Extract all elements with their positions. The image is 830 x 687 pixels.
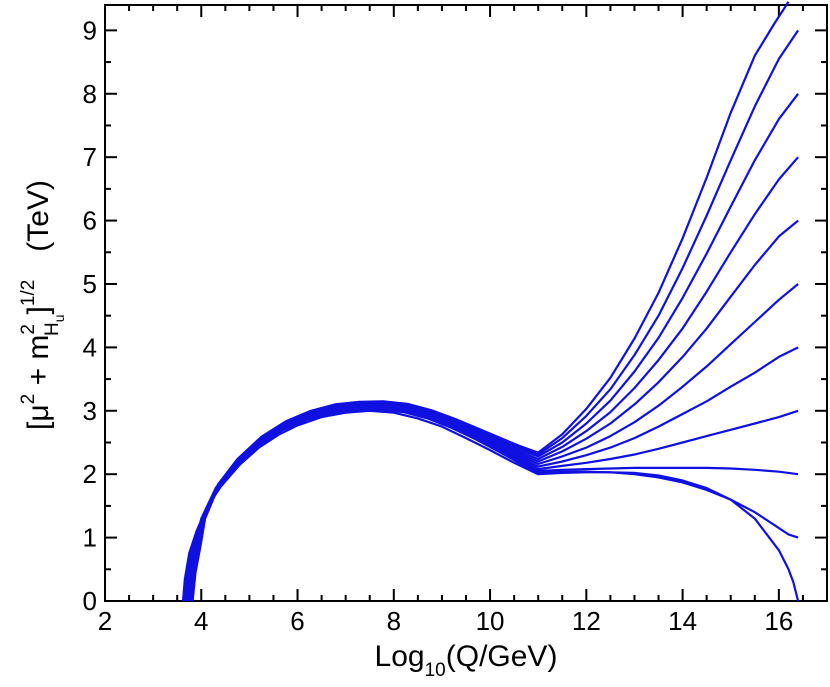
series-line-7	[187, 219, 799, 602]
series-line-1	[181, 409, 800, 602]
y-title-units: (TeV)	[22, 180, 55, 252]
y-tick-label: 9	[83, 15, 97, 45]
y-tick-label: 6	[83, 206, 97, 236]
series-line-5	[185, 346, 799, 602]
series-line-10	[190, 29, 800, 602]
y-title-sub1: H	[42, 322, 63, 336]
y-title-plus: + m	[22, 335, 55, 394]
plot-frame	[104, 4, 828, 602]
y-tick-label: 2	[83, 459, 97, 489]
y-title-power: 1/2	[18, 280, 39, 306]
y-title-mu: μ	[22, 404, 55, 421]
series-line-11	[191, 1, 790, 602]
axis-ticks	[104, 5, 828, 602]
series-line-6	[186, 283, 799, 602]
x-axis-title-main: Log	[375, 640, 425, 673]
series-line-8	[188, 156, 799, 602]
y-title-open: [	[22, 421, 55, 430]
x-axis-title: Log10(Q/GeV)	[375, 640, 558, 681]
x-tick-label: 12	[572, 606, 601, 636]
x-axis-title-sub: 10	[425, 660, 446, 681]
y-axis-title: [μ2 + m2 Hu]1/2(TeV)	[18, 180, 67, 430]
x-tick-label: 14	[668, 606, 697, 636]
x-tick-label: 6	[290, 606, 304, 636]
y-tick-label: 3	[83, 396, 97, 426]
y-tick-label: 7	[83, 142, 97, 172]
y-tick-label: 8	[83, 79, 97, 109]
x-tick-label: 4	[194, 606, 208, 636]
y-tick-label: 4	[83, 332, 97, 362]
x-tick-label: 8	[387, 606, 401, 636]
y-title-close: ]	[22, 306, 55, 314]
y-title-sq2: 2	[18, 324, 39, 335]
series-line-9	[189, 93, 799, 602]
y-tick-label: 0	[83, 586, 97, 616]
y-tick-label: 5	[83, 269, 97, 299]
y-title-sq1: 2	[18, 394, 39, 405]
x-tick-label: 2	[98, 606, 112, 636]
x-tick-label: 16	[764, 606, 793, 636]
series-lines	[181, 1, 800, 602]
y-title-sub2: u	[51, 314, 67, 322]
y-tick-label: 1	[83, 523, 97, 553]
x-tick-label: 10	[476, 606, 505, 636]
x-axis-title-rest: (Q/GeV)	[446, 640, 558, 673]
